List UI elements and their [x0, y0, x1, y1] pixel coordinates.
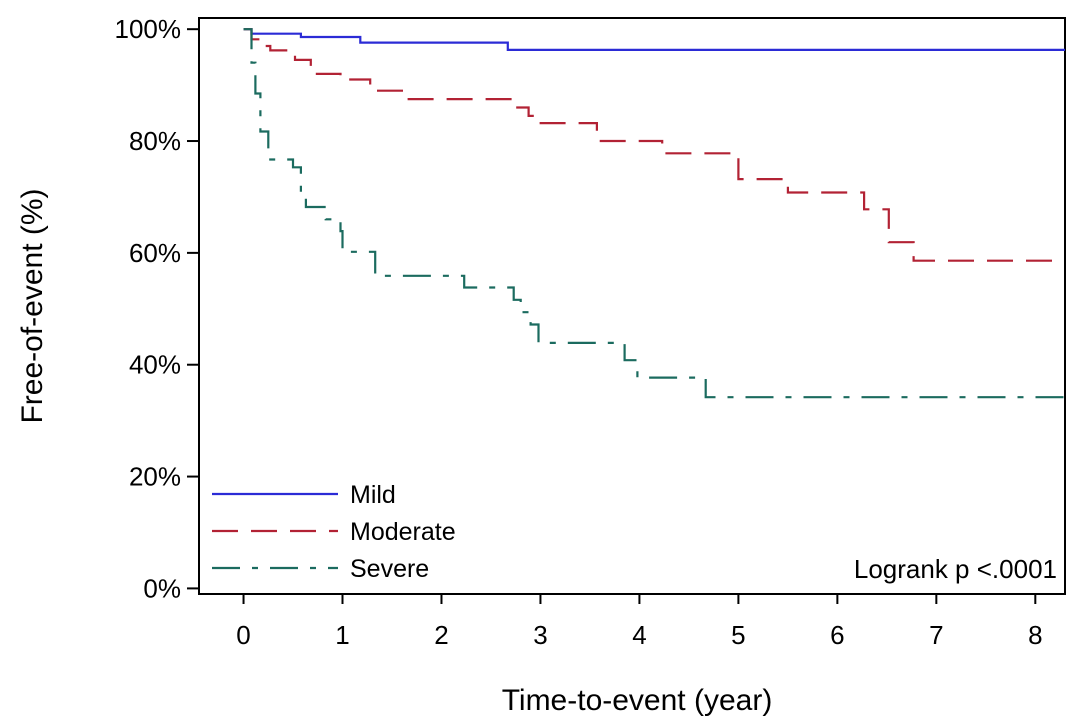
x-axis-label: Time-to-event (year)	[502, 684, 773, 717]
y-tick-label: 60%	[129, 238, 181, 268]
series-layer	[243, 28, 1065, 399]
series-line-mild	[243, 28, 1065, 51]
y-tick-label: 20%	[129, 462, 181, 492]
legend-label-moderate: Moderate	[350, 518, 456, 546]
plot-frame-layer	[198, 17, 1066, 595]
x-tick-label: 3	[533, 620, 547, 650]
series-line-severe	[243, 28, 1065, 399]
x-tick-label: 8	[1028, 620, 1042, 650]
y-axis-label: Free-of-event (%)	[16, 188, 49, 423]
y-tick-label: 100%	[115, 14, 182, 44]
legend: Mild Moderate Severe	[212, 481, 456, 583]
y-tick-label: 80%	[129, 126, 181, 156]
x-tick-label: 5	[731, 620, 745, 650]
y-tick-label: 40%	[129, 350, 181, 380]
x-tick-label: 0	[236, 620, 250, 650]
legend-label-mild: Mild	[350, 481, 396, 509]
y-tick-label: 0%	[143, 573, 181, 603]
ticks-layer: 0 1 2 3 4 5 6 7 80%20%40%60%80%100%	[115, 14, 1043, 650]
plot-frame	[198, 17, 1066, 595]
x-tick-label: 6	[830, 620, 844, 650]
x-tick-label: 4	[632, 620, 646, 650]
x-tick-label: 7	[929, 620, 943, 650]
series-line-moderate	[243, 28, 1065, 262]
x-tick-label: 1	[335, 620, 349, 650]
logrank-annotation: Logrank p <.0001	[854, 554, 1057, 584]
x-tick-label: 2	[434, 620, 448, 650]
legend-label-severe: Severe	[350, 555, 429, 583]
